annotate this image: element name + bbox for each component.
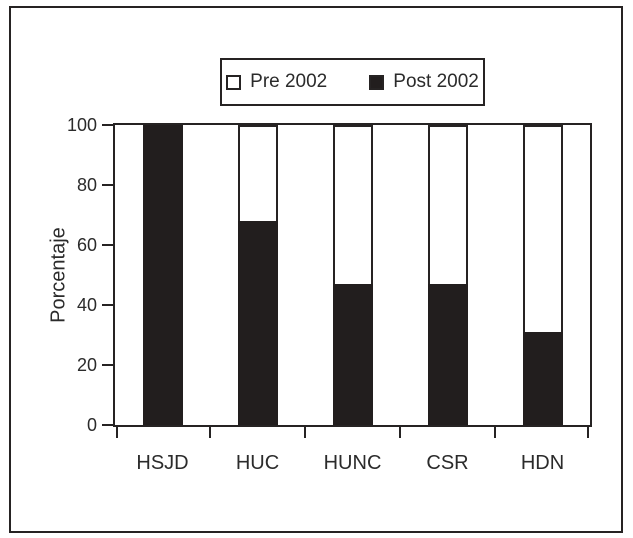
y-tick — [102, 424, 113, 426]
y-tick-label: 60 — [76, 235, 97, 255]
category-label-hunc: HUNC — [323, 452, 382, 474]
y-tick — [102, 304, 113, 306]
y-tick — [102, 124, 113, 126]
x-tick — [209, 427, 211, 438]
y-tick-label: 100 — [66, 115, 97, 135]
category-label-csr: CSR — [426, 452, 469, 474]
y-tick — [102, 244, 113, 246]
bar-huc-post-2002 — [237, 221, 278, 425]
bar-hunc-post-2002 — [332, 284, 373, 425]
legend-swatch-pre-2002-icon — [226, 74, 242, 90]
category-label-huc: HUC — [235, 452, 280, 474]
legend: Pre 2002 Post 2002 — [220, 58, 485, 106]
y-tick-label: 0 — [86, 415, 97, 435]
x-tick — [494, 427, 496, 438]
legend-label-post-2002: Post 2002 — [393, 71, 479, 92]
y-tick — [102, 184, 113, 186]
legend-swatch-post-2002-icon — [369, 74, 385, 90]
x-tick — [304, 427, 306, 438]
y-tick-label: 80 — [76, 175, 97, 195]
category-label-hsjd: HSJD — [136, 452, 189, 474]
x-tick — [399, 427, 401, 438]
y-tick-label: 40 — [76, 295, 97, 315]
bar-hdn-post-2002 — [522, 332, 563, 425]
plot-area: 0 20 40 60 80 100 HSJD HUC HUNC CSR HDN — [67, 115, 592, 474]
category-label-hdn: HDN — [520, 452, 565, 474]
figure-border — [9, 6, 623, 533]
bar-csr-post-2002 — [427, 284, 468, 425]
legend-label-pre-2002: Pre 2002 — [250, 71, 328, 92]
x-tick — [116, 427, 118, 438]
x-tick — [587, 427, 589, 438]
y-tick-label: 20 — [76, 355, 97, 375]
legend-item-pre-2002: Pre 2002 — [226, 71, 327, 93]
legend-item-post-2002: Post 2002 — [369, 71, 479, 93]
bar-hsjd-post-2002 — [142, 125, 183, 425]
y-tick — [102, 364, 113, 366]
